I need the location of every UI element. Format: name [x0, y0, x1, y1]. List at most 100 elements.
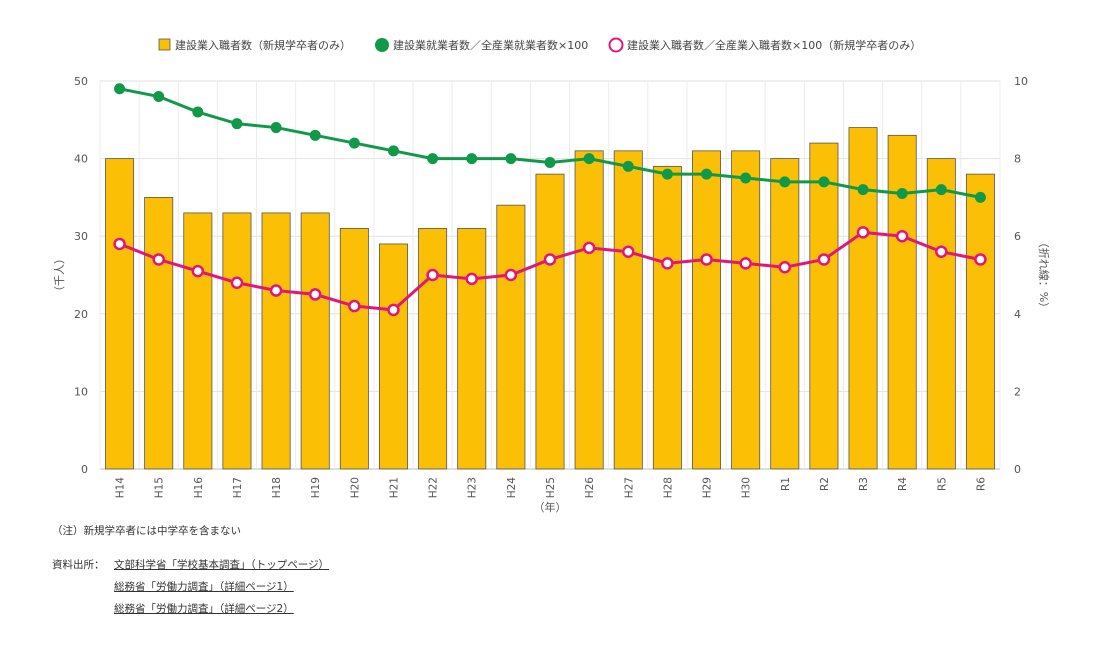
bar — [144, 196, 174, 470]
x-tick-label: H18 — [271, 477, 283, 498]
bar — [809, 142, 839, 470]
entrant-ratio-point — [856, 226, 870, 239]
entrant-ratio-point — [700, 253, 713, 266]
x-tick-label: H22 — [428, 477, 440, 498]
bar — [535, 173, 565, 470]
x-tick-label: H19 — [310, 477, 322, 498]
source-link-labour-survey-1[interactable]: 総務省「労働力調査」（詳細ページ1） — [114, 581, 294, 593]
source-link-school-survey[interactable]: 文部科学省「学校基本調査」（トップページ） — [114, 559, 330, 571]
bar — [261, 212, 291, 470]
x-tick-label: H14 — [115, 477, 127, 499]
y-tick-label: 10 — [74, 385, 88, 398]
entrant-ratio-point — [778, 260, 792, 274]
y-axis-title: （千人） — [53, 253, 66, 297]
combo-chart: 0 10 20 30 40 50 0 2 4 6 8 10 H14 H15 H16 H17 H18 H19 H20 H… — [53, 37, 1051, 514]
entrant-ratio-point — [348, 299, 361, 313]
employment-ratio-point — [896, 188, 908, 200]
entrant-ratio-point — [230, 276, 244, 290]
employment-ratio-point — [740, 172, 752, 184]
entrant-ratio-point — [308, 288, 322, 301]
x-tick-label: H21 — [388, 477, 400, 498]
bar — [183, 212, 213, 470]
bar — [613, 150, 643, 470]
bar — [300, 212, 330, 470]
employment-ratio-point — [270, 122, 282, 134]
entrant-ratio-point — [465, 272, 478, 286]
source-link-labour-survey-2[interactable]: 総務省「労働力調査」（詳細ページ2） — [114, 603, 294, 615]
legend-swatch-entrant-ratio — [608, 37, 624, 53]
employment-ratio-point — [348, 137, 360, 149]
x-tick-label: H29 — [702, 477, 714, 498]
bar — [965, 173, 995, 470]
y2-tick-label: 0 — [1014, 463, 1021, 476]
entrant-ratio-point — [817, 253, 831, 266]
bar — [457, 228, 487, 470]
legend-swatch-bar — [158, 38, 171, 51]
entrant-ratio-point — [622, 245, 635, 258]
bar — [692, 150, 722, 470]
y-tick-label: 0 — [81, 463, 88, 476]
bar — [848, 127, 878, 470]
bar — [496, 204, 526, 470]
x-tick-label: H24 — [506, 477, 518, 499]
y2-tick-label: 2 — [1014, 385, 1021, 398]
employment-ratio-point — [231, 118, 243, 130]
bar — [418, 228, 448, 470]
x-tick-label: R2 — [819, 477, 831, 491]
bar — [574, 150, 604, 470]
bar — [770, 158, 800, 470]
entrant-ratio-point — [543, 253, 557, 266]
y-tick-label: 20 — [74, 308, 88, 321]
legend-label-entrant-ratio: 建設業入職者数／全産業入職者数×100（新規学卒者のみ） — [627, 38, 921, 52]
employment-ratio-point — [153, 91, 165, 103]
bar — [887, 134, 917, 470]
footnote: （注）新規学卒者には中学卒を含まない — [52, 525, 241, 537]
x-tick-label: H25 — [545, 477, 557, 498]
entrant-ratio-point — [191, 264, 205, 278]
employment-ratio-point — [505, 153, 517, 165]
x-axis-title: （年） — [534, 500, 567, 514]
y2-tick-label: 4 — [1014, 308, 1021, 321]
employment-ratio-point — [544, 156, 556, 168]
employment-ratio-point — [387, 145, 399, 157]
entrant-ratio-point — [113, 237, 126, 251]
x-tick-label: H26 — [584, 477, 596, 499]
bar — [222, 212, 252, 470]
employment-ratio-point — [661, 168, 673, 180]
x-tick-label: R1 — [780, 477, 792, 491]
x-tick-label: H15 — [154, 477, 166, 498]
bar — [652, 165, 682, 470]
source-label: 資料出所： — [52, 559, 105, 571]
y-tick-label: 40 — [74, 153, 88, 166]
legend-label-bar: 建設業入職者数（新規学卒者のみ） — [175, 38, 351, 52]
entrant-ratio-point — [426, 268, 439, 282]
bar — [339, 228, 369, 470]
x-tick-label: H16 — [193, 477, 205, 499]
x-tick-label: R3 — [858, 477, 870, 491]
bar — [378, 243, 408, 470]
entrant-ratio-point — [387, 303, 400, 317]
entrant-ratio-point — [935, 245, 948, 258]
entrant-ratio-point — [582, 241, 596, 255]
y2-axis-title: （折れ線：%） — [1037, 237, 1051, 313]
y2-tick-label: 10 — [1014, 75, 1028, 88]
employment-ratio-point — [935, 184, 947, 196]
bar — [926, 158, 956, 470]
employment-ratio-point — [779, 176, 791, 188]
x-tick-label: R5 — [936, 477, 948, 491]
x-tick-label: H17 — [232, 477, 244, 498]
x-tick-label: R6 — [975, 477, 987, 491]
entrant-ratio-point — [974, 253, 987, 266]
employment-ratio-point — [309, 129, 321, 141]
entrant-ratio-point — [152, 253, 165, 266]
employment-ratio-point — [466, 153, 478, 165]
y2-tick-label: 8 — [1014, 153, 1021, 166]
legend-label-employment-ratio: 建設業就業者数／全産業就業者数×100 — [393, 38, 588, 52]
entrant-ratio-point — [739, 257, 752, 270]
employment-ratio-point — [818, 176, 830, 188]
x-tick-label: H23 — [467, 477, 479, 498]
employment-ratio-point — [701, 168, 713, 180]
legend-swatch-employment-ratio — [375, 38, 389, 52]
y-tick-label: 50 — [74, 75, 88, 88]
y-tick-label: 30 — [74, 230, 88, 243]
